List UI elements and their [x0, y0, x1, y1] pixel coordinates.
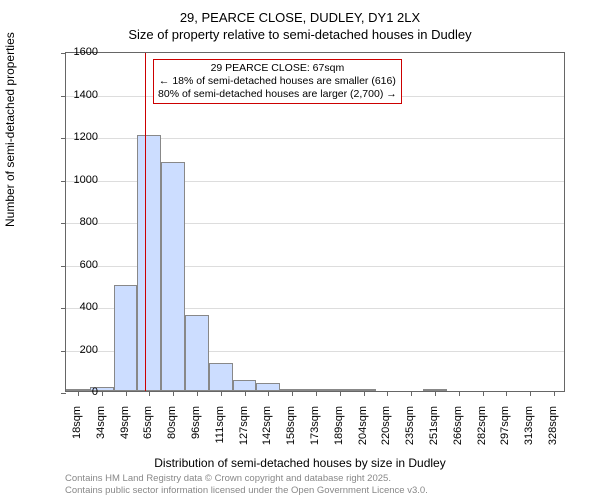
- reference-line: [145, 53, 146, 391]
- xtick-label: 235sqm: [404, 406, 416, 456]
- histogram-bar: [233, 380, 257, 391]
- histogram-bar: [256, 383, 280, 392]
- attribution-line-2: Contains public sector information licen…: [65, 485, 428, 496]
- xtick-label: 297sqm: [499, 406, 511, 456]
- xtick-mark: [102, 391, 103, 396]
- xtick-mark: [316, 391, 317, 396]
- xtick-mark: [459, 391, 460, 396]
- xtick-mark: [435, 391, 436, 396]
- xtick-label: 34sqm: [95, 406, 107, 456]
- ytick-mark: [61, 138, 66, 139]
- xtick-label: 266sqm: [452, 406, 464, 456]
- xtick-mark: [126, 391, 127, 396]
- attribution-line-1: Contains HM Land Registry data © Crown c…: [65, 473, 428, 484]
- xtick-label: 282sqm: [476, 406, 488, 456]
- ytick-mark: [61, 96, 66, 97]
- xtick-mark: [149, 391, 150, 396]
- xtick-mark: [78, 391, 79, 396]
- xtick-label: 328sqm: [547, 406, 559, 456]
- histogram-bar: [161, 162, 185, 392]
- xtick-label: 189sqm: [333, 406, 345, 456]
- y-axis-label: Number of semi-detached properties: [3, 32, 17, 227]
- xtick-label: 111sqm: [214, 406, 226, 456]
- xtick-mark: [292, 391, 293, 396]
- xtick-label: 313sqm: [523, 406, 535, 456]
- xtick-label: 173sqm: [309, 406, 321, 456]
- xtick-mark: [197, 391, 198, 396]
- ytick-mark: [61, 308, 66, 309]
- xtick-mark: [530, 391, 531, 396]
- xtick-mark: [268, 391, 269, 396]
- ytick-label: 400: [80, 301, 98, 313]
- xtick-label: 220sqm: [380, 406, 392, 456]
- x-axis-label: Distribution of semi-detached houses by …: [0, 456, 600, 470]
- xtick-mark: [387, 391, 388, 396]
- xtick-label: 127sqm: [238, 406, 250, 456]
- xtick-mark: [483, 391, 484, 396]
- xtick-label: 204sqm: [357, 406, 369, 456]
- ytick-label: 1400: [74, 89, 98, 101]
- xtick-label: 96sqm: [190, 406, 202, 456]
- attribution: Contains HM Land Registry data © Crown c…: [65, 473, 428, 496]
- xtick-label: 80sqm: [166, 406, 178, 456]
- xtick-mark: [506, 391, 507, 396]
- ytick-mark: [61, 393, 66, 394]
- ytick-label: 0: [92, 386, 98, 398]
- histogram-bar: [114, 285, 138, 391]
- xtick-mark: [173, 391, 174, 396]
- histogram-bar: [137, 135, 161, 391]
- ytick-mark: [61, 351, 66, 352]
- xtick-mark: [411, 391, 412, 396]
- histogram-bar: [185, 315, 209, 392]
- xtick-label: 158sqm: [285, 406, 297, 456]
- ytick-label: 600: [80, 259, 98, 271]
- xtick-mark: [554, 391, 555, 396]
- annotation-box: 29 PEARCE CLOSE: 67sqm← 18% of semi-deta…: [153, 59, 402, 104]
- chart-title: 29, PEARCE CLOSE, DUDLEY, DY1 2LX: [0, 0, 600, 25]
- annotation-line: 29 PEARCE CLOSE: 67sqm: [158, 62, 397, 75]
- xtick-mark: [245, 391, 246, 396]
- xtick-label: 142sqm: [261, 406, 273, 456]
- ytick-mark: [61, 266, 66, 267]
- ytick-label: 200: [80, 344, 98, 356]
- ytick-mark: [61, 181, 66, 182]
- xtick-label: 251sqm: [428, 406, 440, 456]
- annotation-line: 80% of semi-detached houses are larger (…: [158, 88, 397, 101]
- xtick-mark: [221, 391, 222, 396]
- xtick-mark: [340, 391, 341, 396]
- xtick-label: 65sqm: [142, 406, 154, 456]
- ytick-mark: [61, 53, 66, 54]
- histogram-bar: [209, 363, 233, 391]
- ytick-label: 800: [80, 216, 98, 228]
- plot-area: 29 PEARCE CLOSE: 67sqm← 18% of semi-deta…: [65, 52, 565, 392]
- ytick-mark: [61, 223, 66, 224]
- ytick-label: 1600: [74, 46, 98, 58]
- ytick-label: 1200: [74, 131, 98, 143]
- xtick-label: 49sqm: [119, 406, 131, 456]
- xtick-mark: [364, 391, 365, 396]
- annotation-line: ← 18% of semi-detached houses are smalle…: [158, 75, 397, 88]
- xtick-label: 18sqm: [71, 406, 83, 456]
- chart-subtitle: Size of property relative to semi-detach…: [0, 25, 600, 42]
- ytick-label: 1000: [74, 174, 98, 186]
